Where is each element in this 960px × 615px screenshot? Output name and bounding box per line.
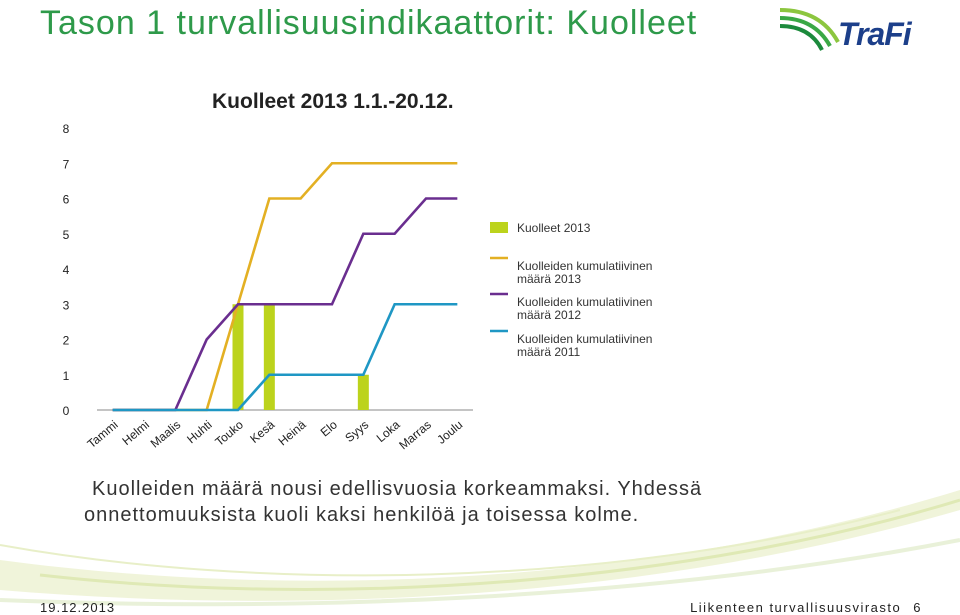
x-tick-label: Heinä	[276, 417, 309, 448]
y-tick-label: 5	[63, 228, 70, 242]
caption: Kuolleiden määrä nousi edellisvuosia kor…	[84, 476, 884, 528]
footer-date: 19.12.2013	[40, 600, 116, 615]
line-2011	[112, 302, 458, 412]
y-tick-label: 4	[63, 263, 70, 277]
y-tick-label: 0	[63, 404, 70, 418]
y-tick-label: 8	[63, 122, 70, 136]
y-tick-label: 1	[63, 369, 70, 383]
footer-org: Liikenteen turvallisuusvirasto 6	[690, 600, 922, 615]
bar-touko	[232, 304, 244, 410]
x-tick-label: Maalis	[148, 418, 184, 451]
trafi-logo-text: TraFi	[838, 16, 912, 52]
x-tick-label: Joulu	[434, 418, 465, 447]
legend-label-line-2011: Kuolleiden kumulatiivinen määrä 2011	[517, 332, 652, 359]
x-tick-label: Touko	[212, 417, 246, 449]
x-tick-label: Syys	[342, 418, 371, 445]
page-number: 6	[913, 600, 922, 615]
caption-line-2: onnettomuuksista kuoli kaksi henkilöä ja…	[84, 504, 640, 526]
x-tick-label: Kesä	[247, 417, 277, 446]
x-tick-label: Helmi	[119, 418, 151, 448]
chart-title: Kuolleet 2013 1.1.-20.12.	[212, 90, 454, 113]
legend-label-line-2012: Kuolleiden kumulatiivinen määrä 2012	[517, 295, 652, 322]
x-tick-label: Elo	[318, 417, 341, 439]
bar-syys	[357, 374, 369, 410]
y-tick-label: 2	[63, 334, 70, 348]
caption-line-1: Kuolleiden määrä nousi edellisvuosia kor…	[92, 478, 703, 500]
y-tick-label: 3	[63, 298, 70, 312]
footer-org-name: Liikenteen turvallisuusvirasto	[690, 600, 902, 615]
y-tick-label: 6	[63, 193, 70, 207]
y-tick-label: 7	[63, 157, 70, 171]
legend-label-bars: Kuolleet 2013	[517, 221, 591, 235]
bar-kesä	[263, 304, 275, 410]
line-2013	[112, 161, 458, 412]
x-tick-label: Huhti	[184, 418, 214, 447]
page-title: Tason 1 turvallisuusindikaattorit: Kuoll…	[40, 4, 698, 42]
x-tick-label: Marras	[396, 418, 434, 453]
trafi-logo-icon	[779, 8, 840, 51]
legend-swatch-bar	[490, 222, 508, 233]
x-tick-label: Tammi	[85, 418, 121, 451]
legend-label-line-2013: Kuolleiden kumulatiivinen määrä 2013	[517, 259, 652, 286]
